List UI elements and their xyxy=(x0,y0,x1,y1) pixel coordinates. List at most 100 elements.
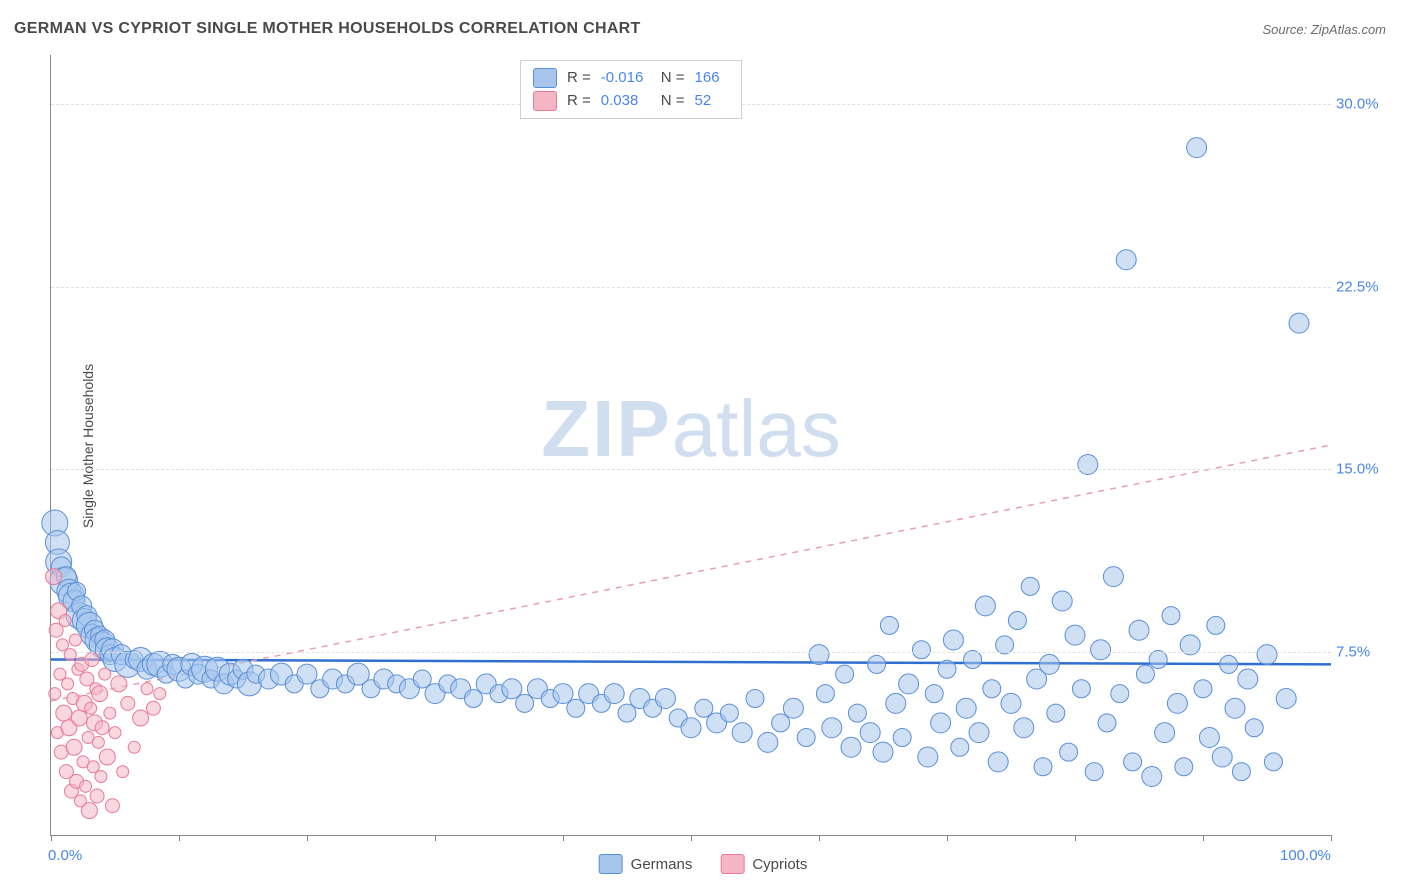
scatter-point xyxy=(99,668,111,680)
scatter-point xyxy=(117,766,129,778)
scatter-point xyxy=(516,694,534,712)
scatter-point xyxy=(46,569,62,585)
legend-item: Cypriots xyxy=(720,854,807,874)
scatter-point xyxy=(146,701,160,715)
scatter-point xyxy=(1008,612,1026,630)
legend-swatch xyxy=(599,854,623,874)
scatter-point xyxy=(1207,616,1225,634)
scatter-point xyxy=(899,674,919,694)
scatter-point xyxy=(996,636,1014,654)
scatter-point xyxy=(1212,747,1232,767)
y-tick-label: 30.0% xyxy=(1336,95,1391,112)
scatter-point xyxy=(1276,689,1296,709)
scatter-point xyxy=(71,710,87,726)
scatter-point xyxy=(141,683,153,695)
scatter-point xyxy=(1136,665,1154,683)
scatter-point xyxy=(1001,693,1021,713)
gridline xyxy=(51,469,1331,470)
scatter-point xyxy=(988,752,1008,772)
scatter-point xyxy=(943,630,963,650)
scatter-point xyxy=(1220,655,1238,673)
scatter-point xyxy=(964,651,982,669)
scatter-point xyxy=(1175,758,1193,776)
scatter-point xyxy=(104,707,116,719)
legend-label: Cypriots xyxy=(752,856,807,873)
scatter-point xyxy=(969,723,989,743)
scatter-point xyxy=(772,714,790,732)
scatter-point xyxy=(297,664,317,684)
scatter-point xyxy=(732,723,752,743)
scatter-point xyxy=(860,723,880,743)
x-tick xyxy=(179,835,180,841)
x-tick xyxy=(435,835,436,841)
legend-item: Germans xyxy=(599,854,693,874)
scatter-point xyxy=(1238,669,1258,689)
scatter-point xyxy=(1129,620,1149,640)
scatter-point xyxy=(1111,685,1129,703)
scatter-point xyxy=(1052,591,1072,611)
x-tick xyxy=(51,835,52,841)
scatter-point xyxy=(868,655,886,673)
scatter-point xyxy=(92,736,104,748)
scatter-point xyxy=(1078,455,1098,475)
y-tick-label: 22.5% xyxy=(1336,278,1391,295)
scatter-point xyxy=(90,789,104,803)
scatter-point xyxy=(59,615,71,627)
scatter-point xyxy=(1021,577,1039,595)
scatter-point xyxy=(133,710,149,726)
scatter-point xyxy=(1014,718,1034,738)
scatter-points-layer xyxy=(51,55,1331,835)
stat-r-value: 0.038 xyxy=(601,90,651,113)
scatter-point xyxy=(1142,767,1162,787)
scatter-point xyxy=(1162,607,1180,625)
scatter-point xyxy=(848,704,866,722)
scatter-point xyxy=(822,718,842,738)
chart-container: GERMAN VS CYPRIOT SINGLE MOTHER HOUSEHOL… xyxy=(0,0,1406,892)
scatter-point xyxy=(1103,567,1123,587)
stat-label: R = xyxy=(567,90,591,113)
scatter-point xyxy=(1187,138,1207,158)
scatter-point xyxy=(1065,625,1085,645)
x-tick xyxy=(307,835,308,841)
stats-row: R =-0.016N =166 xyxy=(533,67,729,90)
scatter-point xyxy=(695,699,713,717)
scatter-point xyxy=(502,679,522,699)
scatter-point xyxy=(154,688,166,700)
scatter-point xyxy=(841,737,861,757)
scatter-point xyxy=(1264,753,1282,771)
scatter-point xyxy=(1225,698,1245,718)
source-label: Source: ZipAtlas.com xyxy=(1262,22,1386,37)
scatter-point xyxy=(92,686,108,702)
stats-row: R =0.038N =52 xyxy=(533,90,729,113)
x-tick xyxy=(1331,835,1332,841)
scatter-point xyxy=(81,803,97,819)
plot-area: ZIPatlas 7.5%15.0%22.5%30.0% xyxy=(50,55,1331,836)
scatter-point xyxy=(1060,743,1078,761)
scatter-point xyxy=(1155,723,1175,743)
scatter-point xyxy=(66,739,82,755)
scatter-point xyxy=(1149,651,1167,669)
gridline xyxy=(51,287,1331,288)
scatter-point xyxy=(912,641,930,659)
x-tick xyxy=(691,835,692,841)
scatter-point xyxy=(681,718,701,738)
x-tick xyxy=(819,835,820,841)
scatter-point xyxy=(816,685,834,703)
scatter-point xyxy=(809,645,829,665)
scatter-point xyxy=(95,721,109,735)
scatter-point xyxy=(938,660,956,678)
scatter-point xyxy=(975,596,995,616)
x-tick xyxy=(1203,835,1204,841)
scatter-point xyxy=(1232,763,1250,781)
scatter-point xyxy=(1047,704,1065,722)
scatter-point xyxy=(464,690,482,708)
scatter-point xyxy=(746,690,764,708)
scatter-point xyxy=(128,741,140,753)
scatter-point xyxy=(655,689,675,709)
scatter-point xyxy=(62,678,74,690)
scatter-point xyxy=(95,771,107,783)
scatter-point xyxy=(413,670,431,688)
bottom-legend: Germans Cypriots xyxy=(599,854,808,874)
scatter-point xyxy=(109,727,121,739)
scatter-point xyxy=(1194,680,1212,698)
